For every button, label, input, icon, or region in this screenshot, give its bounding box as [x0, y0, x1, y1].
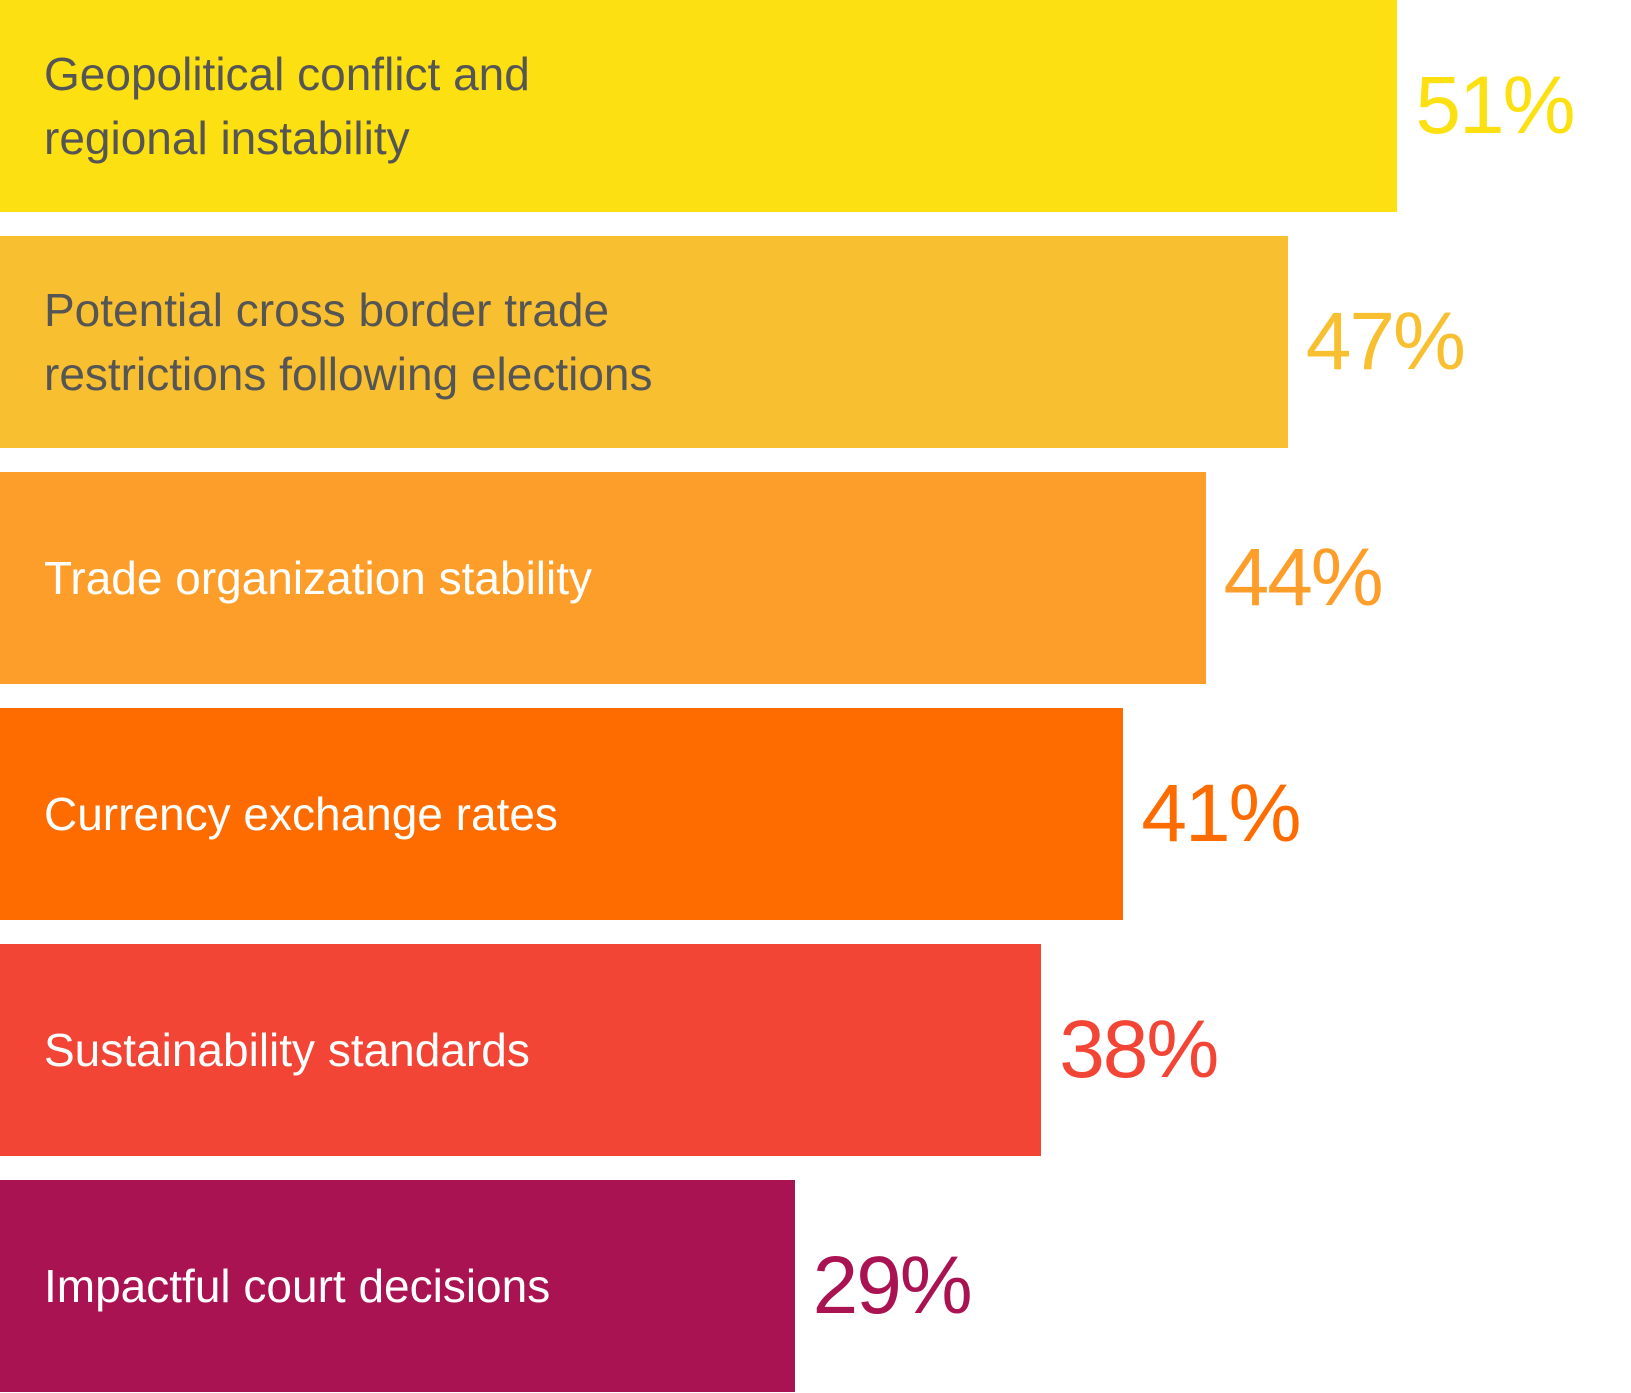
value-label: 29%	[812, 1240, 973, 1331]
bar	[0, 708, 1124, 920]
bar	[0, 236, 1288, 448]
value-label: 38%	[1059, 1004, 1219, 1095]
category-label: Geopolitical conflict and regional insta…	[44, 48, 530, 164]
bar	[0, 472, 1206, 684]
category-label: Sustainability standards	[44, 1024, 530, 1076]
value-label: 41%	[1141, 768, 1301, 859]
category-label: Impactful court decisions	[44, 1260, 551, 1312]
value-label: 47%	[1305, 296, 1466, 387]
category-label: Potential cross border trade restriction…	[44, 284, 653, 400]
category-label: Trade organization stability	[44, 552, 593, 604]
value-label: 51%	[1415, 60, 1575, 151]
category-label: Currency exchange rates	[44, 788, 558, 840]
value-label: 44%	[1223, 532, 1384, 623]
bar	[0, 944, 1042, 1156]
bar	[0, 0, 1398, 212]
bar	[0, 1180, 795, 1392]
